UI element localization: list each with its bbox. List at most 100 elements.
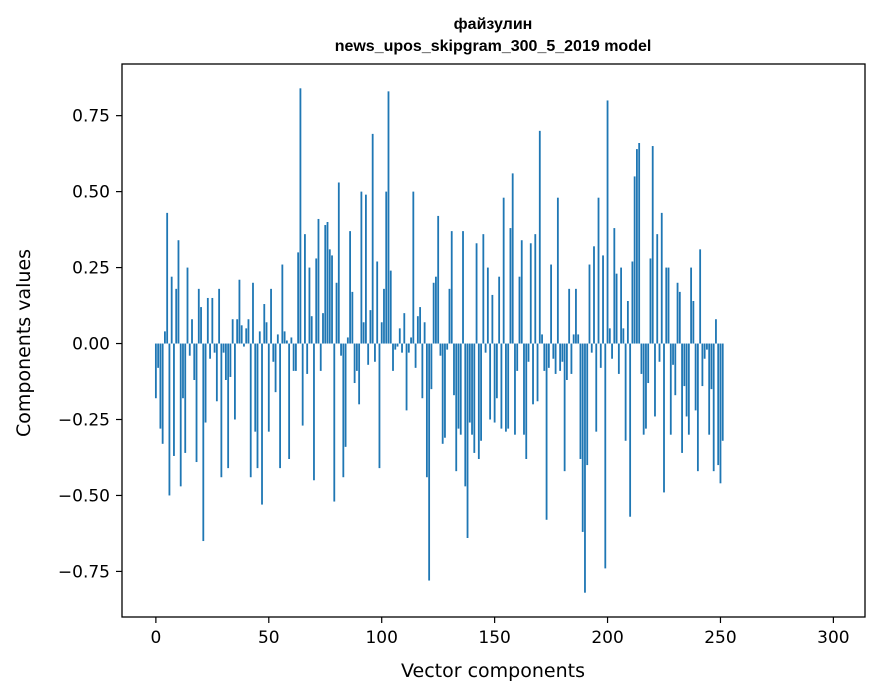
- bar: [495, 343, 498, 399]
- bar: [640, 343, 643, 374]
- bar: [518, 276, 521, 344]
- bar: [398, 328, 401, 344]
- bar: [649, 258, 652, 344]
- bar: [317, 218, 320, 344]
- bar: [710, 343, 713, 390]
- bar: [636, 149, 638, 344]
- bar: [541, 334, 543, 344]
- bar: [617, 343, 620, 374]
- bar: [161, 343, 164, 444]
- bar: [441, 343, 444, 444]
- bar: [340, 343, 342, 356]
- bar: [692, 301, 695, 344]
- bar: [538, 130, 541, 344]
- bar: [484, 343, 487, 353]
- bar: [606, 100, 609, 344]
- bar: [240, 325, 243, 344]
- y-axis: −0.75 −0.50 −0.25 0.00 0.25 0.50 0.75: [58, 107, 122, 582]
- bar: [344, 343, 347, 447]
- bar: [335, 282, 338, 344]
- bar: [297, 252, 300, 344]
- bar: [577, 334, 580, 344]
- bar: [520, 240, 523, 344]
- bar: [367, 343, 370, 365]
- bar: [448, 288, 451, 344]
- bar: [597, 197, 600, 344]
- bar: [389, 270, 392, 344]
- bar: [371, 133, 374, 344]
- bar: [455, 343, 458, 472]
- bar: [362, 322, 365, 344]
- chart-subtitle: news_upos_skipgram_300_5_2019 model: [335, 38, 652, 55]
- bar: [489, 343, 492, 420]
- bar: [249, 343, 252, 478]
- bar: [486, 267, 489, 344]
- bar: [545, 343, 548, 520]
- bar: [410, 337, 412, 344]
- bar: [313, 343, 315, 481]
- bar: [509, 228, 512, 344]
- bar: [570, 343, 573, 374]
- y-tick-label: −0.50: [58, 486, 110, 506]
- bar: [283, 331, 286, 344]
- bar: [157, 343, 160, 368]
- x-tick-label: 200: [591, 628, 623, 648]
- bar: [211, 297, 214, 344]
- bar: [231, 319, 234, 344]
- bar: [394, 343, 397, 350]
- bar: [590, 343, 593, 353]
- bar: [444, 343, 446, 438]
- bar: [197, 288, 200, 344]
- bar: [236, 319, 239, 344]
- bar: [315, 258, 318, 344]
- bar: [624, 343, 627, 441]
- bar: [663, 343, 665, 493]
- bar: [699, 249, 702, 344]
- y-tick-label: 0.00: [72, 335, 110, 355]
- bar: [392, 343, 394, 371]
- bar: [471, 343, 473, 435]
- bar: [258, 331, 261, 344]
- x-tick-label: 100: [365, 628, 397, 648]
- bar: [229, 343, 232, 377]
- bar: [584, 343, 586, 593]
- bar: [154, 343, 157, 399]
- bar: [446, 343, 449, 350]
- bar: [505, 343, 507, 432]
- bar: [365, 194, 367, 344]
- bar: [706, 343, 708, 350]
- bar: [647, 343, 650, 384]
- bar: [405, 343, 408, 411]
- bar: [186, 267, 189, 344]
- bar: [575, 288, 577, 344]
- bar: [638, 143, 641, 344]
- bar: [602, 255, 604, 344]
- bar: [552, 343, 555, 359]
- bar: [615, 273, 618, 344]
- bar: [401, 343, 403, 353]
- chart-title: файзулин: [454, 16, 533, 33]
- x-tick-label: 300: [817, 628, 849, 648]
- bar: [620, 267, 622, 344]
- bar: [360, 191, 363, 344]
- bar: [294, 343, 297, 371]
- bar: [193, 343, 196, 380]
- bar: [419, 307, 422, 344]
- bar: [651, 146, 654, 344]
- bar: [687, 343, 690, 435]
- bar: [437, 215, 440, 344]
- bar: [435, 276, 437, 344]
- bar: [279, 343, 281, 469]
- bar: [459, 343, 462, 435]
- bar: [703, 343, 706, 359]
- bar: [175, 288, 178, 344]
- bar: [633, 176, 636, 344]
- bar: [376, 261, 379, 344]
- bar: [387, 91, 390, 344]
- bar: [349, 231, 351, 344]
- plot-frame: [121, 63, 866, 618]
- bar: [690, 267, 693, 344]
- y-tick-label: 0.50: [72, 183, 110, 203]
- bar: [195, 343, 198, 463]
- bar: [593, 246, 595, 344]
